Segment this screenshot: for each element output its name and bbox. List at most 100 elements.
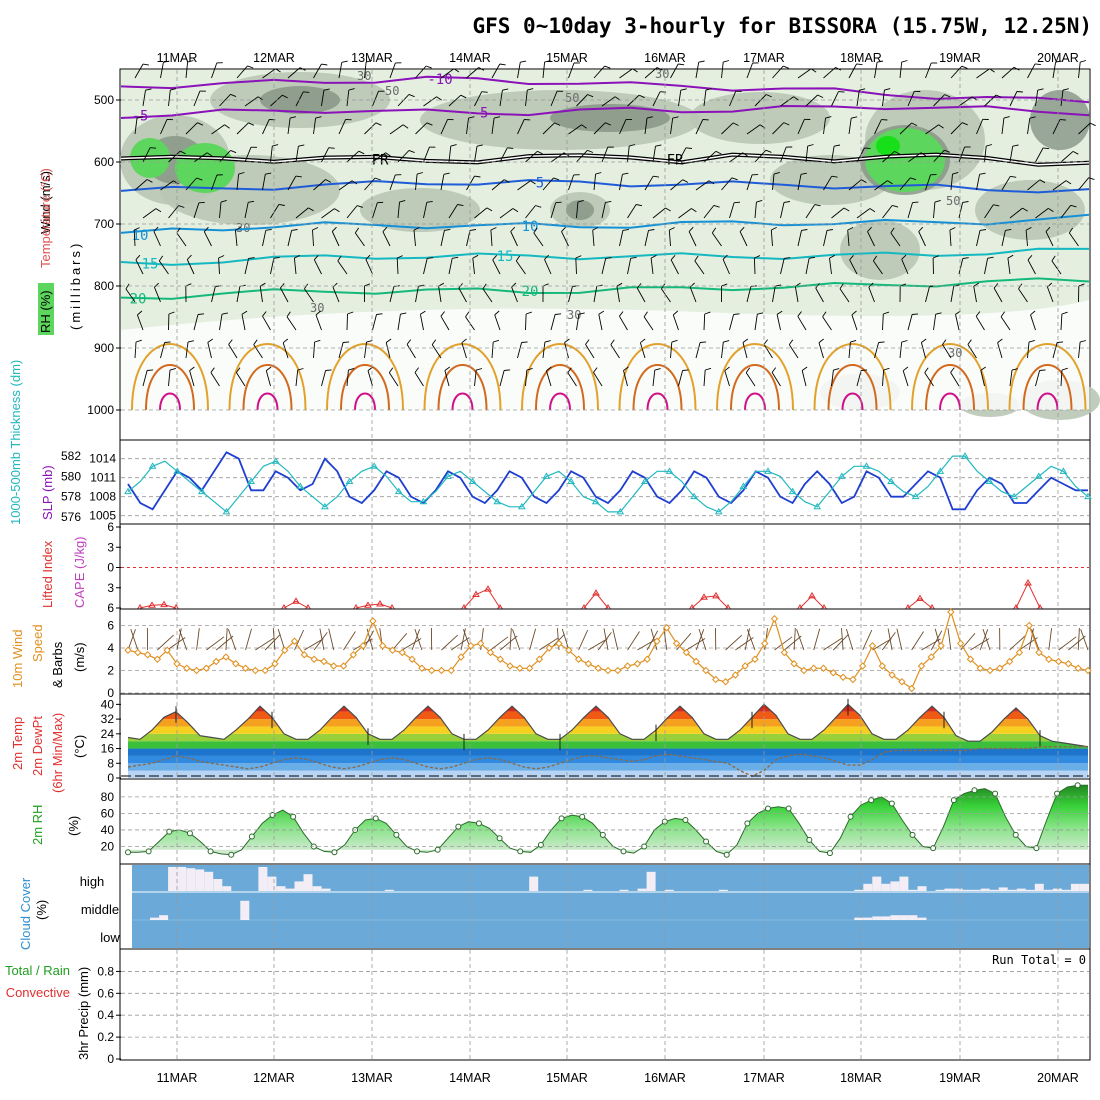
wind-barb: [466, 175, 475, 191]
wind-barb-flag: [656, 67, 663, 71]
wind-barb: [564, 342, 569, 359]
high-cloud-bar: [1043, 889, 1053, 891]
wind-barb-flag: [739, 226, 745, 232]
wind-barb-flag: [493, 116, 501, 119]
wind-barb: [780, 202, 785, 219]
wind-barb: [236, 286, 241, 303]
wind-barb: [440, 119, 449, 135]
wind-barb: [550, 91, 558, 107]
wind10m-barb: [1068, 635, 1086, 651]
thickness-point: [1059, 467, 1068, 474]
wind-barb: [525, 90, 528, 107]
wind-barb-flag: [801, 366, 808, 371]
wind-barb: [1052, 342, 1058, 359]
wind-barb-flag: [154, 282, 160, 288]
rh2m-point: [579, 813, 586, 820]
cape-contour: [326, 343, 404, 411]
wind-barb-flag: [457, 204, 464, 207]
wind-barb: [491, 118, 495, 135]
wind-barb-flag: [705, 367, 712, 371]
wind10m-barb: [793, 627, 796, 651]
wind-barb-flag: [856, 63, 863, 66]
wind-barb-flag: [724, 366, 730, 372]
li-series: [139, 604, 177, 609]
wind-barb-flag: [1000, 311, 1005, 317]
wind-barb-flag: [742, 152, 748, 157]
wind10m-barb: [841, 628, 844, 651]
wind-barb-flag: [771, 367, 777, 373]
middle-cloud-bar: [150, 917, 160, 920]
wind-barb: [389, 174, 396, 191]
wind-barb: [1068, 232, 1079, 247]
wind-barb: [287, 230, 293, 247]
thickness-point: [197, 487, 206, 495]
wind-barb-flag: [619, 311, 624, 317]
wind-barb-flag: [734, 201, 741, 204]
wind-barb-flag: [273, 256, 280, 259]
wind-barb-flag: [950, 367, 955, 373]
wind-barb-flag: [348, 88, 355, 91]
wind10m-speed-point: [476, 639, 485, 648]
wind10m-barb: [319, 628, 325, 651]
wind-barb-flag: [230, 93, 237, 98]
wind-barb-flag: [150, 147, 157, 149]
wind-barb-flag: [873, 255, 878, 262]
wind-barb: [211, 124, 225, 135]
wind-barb: [517, 180, 531, 191]
wind10m-speed-point: [241, 664, 250, 672]
slp-frame: [119, 439, 1091, 525]
wind-barb: [193, 90, 201, 107]
wind-barb-flag: [382, 226, 388, 233]
wind-barb: [703, 150, 717, 163]
wind-barb-flag: [784, 257, 791, 259]
thickness-tick-label: 576: [61, 510, 81, 524]
thickness-point: [739, 482, 748, 490]
middle-cloud-bar: [854, 917, 864, 920]
wind-barb: [1025, 230, 1028, 247]
wind10m-speed-point: [525, 664, 534, 672]
wind-barb-flag: [987, 256, 994, 259]
temperature-contour-label: 15: [497, 249, 514, 265]
li-tick-label: 3: [107, 581, 114, 595]
temp-color-band: [128, 755, 1088, 764]
wind-barb-flag: [1030, 310, 1036, 316]
wind10m-barb: [272, 628, 276, 651]
wind-barb: [601, 96, 616, 107]
wind-barb: [874, 119, 882, 135]
wind10m-speed-point: [516, 664, 524, 672]
wind10m-barb: [529, 628, 537, 651]
wind-barb-flag: [173, 180, 179, 185]
wind-barb-flag: [186, 254, 192, 260]
dewpt2m-label: 2m DewPt: [30, 716, 45, 776]
wind10m-speed-point: [702, 666, 710, 675]
wind-barb: [286, 316, 297, 331]
wind-barb: [219, 93, 231, 107]
high-cloud-bar: [1080, 883, 1089, 891]
wind-barb-flag: [282, 338, 289, 344]
wind-barb: [270, 204, 280, 219]
wind-barb-flag: [962, 122, 968, 126]
wind-barb: [933, 94, 946, 107]
cape-contour: [437, 364, 488, 411]
wind-barb-flag: [715, 150, 722, 155]
wind-barb-flag: [685, 147, 692, 149]
wind-barb: [585, 344, 595, 359]
wind-barb-flag: [238, 172, 245, 175]
wind-barb: [882, 90, 885, 107]
temp2m-unit: (°C): [72, 735, 87, 758]
wind-barb: [729, 91, 737, 107]
cape-contour: [1008, 343, 1087, 411]
wind-barb: [219, 150, 231, 163]
wind10m-barb: [612, 628, 619, 651]
y-tick-label: 600: [94, 155, 114, 169]
wind-barb: [1035, 370, 1041, 387]
wind-barb: [313, 179, 326, 191]
rh2m-point: [228, 851, 235, 858]
wind-barb: [973, 286, 977, 303]
wind10m-barb: [264, 633, 281, 651]
wind-barb-flag: [646, 116, 653, 119]
date-label-bottom: 18MAR: [840, 1071, 882, 1085]
wind-barb-flag: [1037, 88, 1044, 91]
high-cloud-bar: [1007, 889, 1017, 891]
wind-barb: [742, 342, 748, 359]
